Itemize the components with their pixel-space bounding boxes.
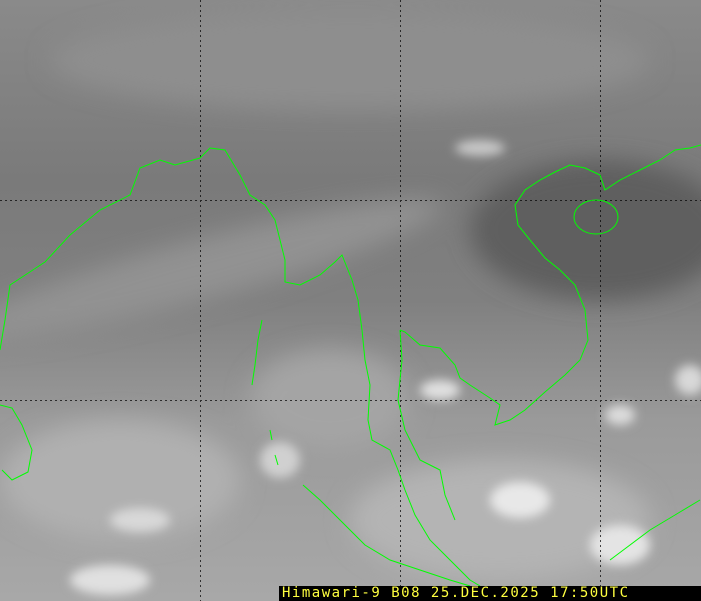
image-caption: Himawari-9 B08 25.DEC.2025 17:50UTC [279, 586, 701, 601]
andaman-islands [251, 319, 279, 466]
coastline-thailand-vietnam [399, 144, 701, 426]
hainan-island [573, 199, 619, 235]
coastlines [0, 144, 701, 587]
coastline-borneo [609, 499, 701, 561]
coastline-gulf-thailand-west [397, 329, 456, 521]
coastline-sumatra [302, 484, 471, 587]
coastline-sri-lanka [0, 404, 33, 481]
coastline-india-myanmar [0, 147, 481, 587]
